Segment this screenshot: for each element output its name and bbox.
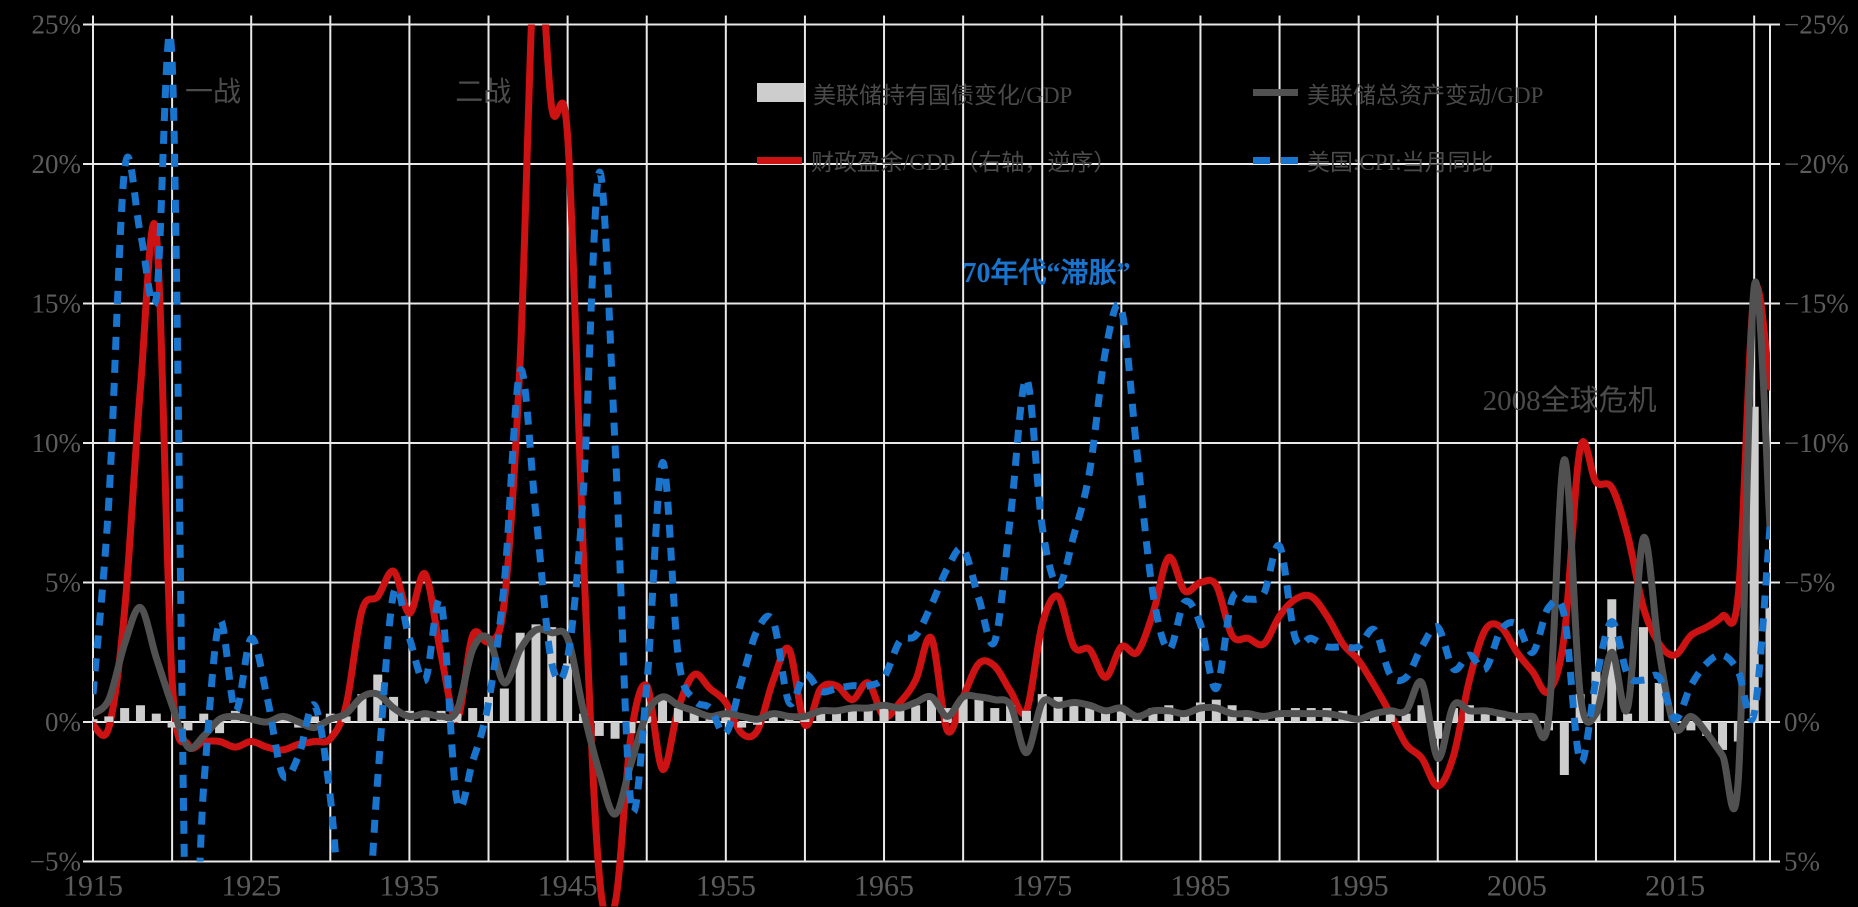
left-axis-label: 0% (45, 707, 81, 737)
right-axis-label: 0% (1784, 707, 1820, 737)
x-axis-label: 1965 (854, 870, 914, 903)
x-axis-label: 1925 (221, 870, 281, 903)
x-axis-label: 1975 (1012, 870, 1072, 903)
right-axis-label: −20% (1784, 149, 1849, 179)
left-axis-label: 10% (32, 428, 82, 458)
right-axis-label: −25% (1784, 10, 1849, 40)
right-axis-label: 5% (1784, 847, 1820, 877)
series-layer (93, 31, 1770, 862)
left-axis-label: 20% (32, 149, 82, 179)
gridlines (92, 23, 1771, 863)
right-axis-label: −5% (1784, 568, 1835, 598)
right-axis-label: −15% (1784, 289, 1849, 319)
left-axis-label: 5% (45, 568, 81, 598)
treasury-change-bars (93, 406, 1770, 776)
left-axis-label: 25% (32, 10, 82, 40)
left-axis-label: 15% (32, 289, 82, 319)
cpi-line (93, 31, 1770, 862)
x-axis-label: 2015 (1645, 870, 1705, 903)
fiscal-surplus-line (93, 24, 1770, 907)
x-axis-label: 1945 (538, 870, 598, 903)
x-axis-label: 1955 (696, 870, 756, 903)
axis-labels: 25% −25% 20% −20% 15% −15% 10% −10% 5% −5% 0% 0% −5%… (30, 10, 1849, 903)
x-axis-label: 1995 (1329, 870, 1389, 903)
fed-assets-line (93, 278, 1770, 818)
right-axis-label: −10% (1784, 428, 1849, 458)
x-axis-label: 2005 (1487, 870, 1547, 903)
left-axis-label: −5% (30, 847, 81, 877)
x-axis-label: 1935 (379, 870, 439, 903)
axis-ticks (83, 15, 1780, 863)
x-axis-label: 1985 (1170, 870, 1230, 903)
x-axis-label: 1915 (63, 870, 123, 903)
